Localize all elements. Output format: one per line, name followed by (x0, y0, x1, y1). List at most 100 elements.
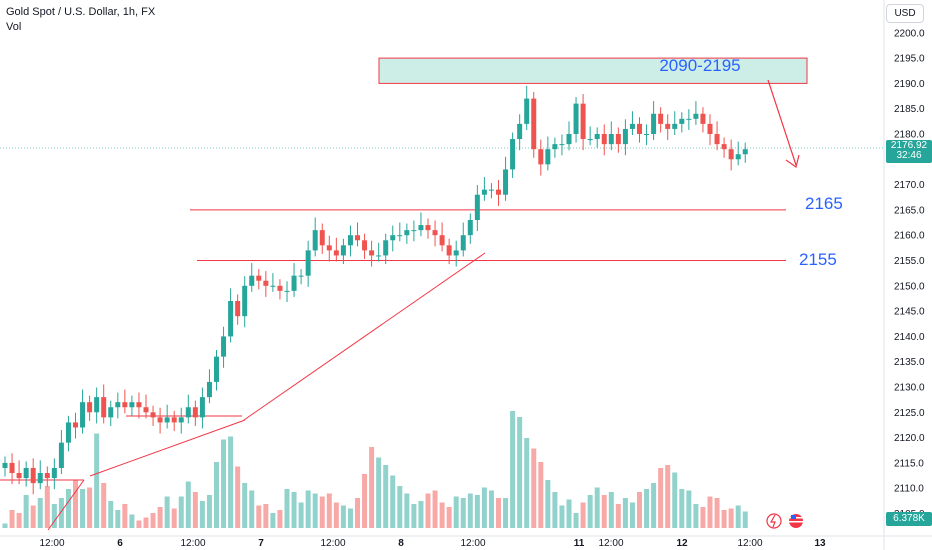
candle-body (136, 402, 142, 408)
volume-bar (573, 513, 579, 528)
volume-bar (651, 483, 657, 528)
candle-body (369, 250, 375, 256)
volume-bar (679, 489, 685, 528)
candle-body (679, 118, 685, 124)
volume-bar (517, 417, 523, 528)
zone-label: 2090-2195 (659, 56, 740, 75)
candle-body (340, 245, 346, 256)
candle-body (51, 467, 57, 479)
trend-line-rising[interactable] (243, 252, 486, 421)
lightning-event-icon[interactable] (766, 513, 782, 529)
volume-bar (510, 411, 516, 528)
volume-bar (496, 498, 501, 528)
price-tick-label: 2165.0 (894, 205, 925, 216)
volume-bar (735, 505, 741, 528)
volume-bar (418, 501, 424, 528)
trend-line-mid[interactable] (89, 419, 246, 477)
candle-body (714, 134, 720, 145)
volume-bar (185, 481, 191, 528)
price-tick-label: 2155.0 (894, 256, 925, 267)
candle-body (333, 250, 339, 256)
level-2165-label: 2165 (805, 194, 843, 213)
volume-bar (369, 447, 375, 528)
candle-body (397, 235, 403, 237)
price-tick-label: 2195.0 (894, 54, 925, 65)
candle-body (270, 285, 276, 287)
price-tick-label: 2135.0 (894, 357, 925, 368)
candle-body (552, 144, 558, 150)
candlesticks (2, 85, 748, 495)
volume-bar (143, 517, 149, 528)
volume-bar (580, 502, 586, 528)
candle-body (559, 144, 565, 146)
candle-body (707, 123, 713, 134)
volume-bar (693, 504, 699, 528)
candle-body (446, 245, 452, 256)
volume-bar (566, 499, 572, 528)
volume-bar (192, 492, 198, 528)
trend-line-low-leg[interactable] (47, 479, 85, 531)
candle-body (214, 356, 219, 382)
volume-bar (9, 510, 15, 528)
volume-bar (467, 493, 473, 528)
volume-bar (446, 507, 452, 528)
volume-bar (538, 462, 544, 528)
price-tick-label: 2190.0 (894, 79, 925, 90)
annotation-labels: 2090-2195 2165 2155 (659, 56, 842, 269)
candle-body (87, 402, 93, 413)
event-icons[interactable] (766, 513, 803, 529)
currency-button[interactable]: USD (886, 4, 924, 23)
volume-bar (587, 495, 593, 528)
volume-bar (65, 489, 71, 528)
candle-body (80, 402, 86, 428)
candle-body (644, 134, 650, 135)
symbol-title[interactable]: Gold Spot / U.S. Dollar, 1h, FX (6, 6, 156, 18)
volume-bar (453, 496, 459, 528)
candle-body (192, 407, 198, 418)
candle-body (566, 134, 572, 145)
volume-bar (665, 465, 671, 528)
candle-body (728, 149, 734, 160)
candle-body (58, 442, 64, 468)
volume-bar (2, 523, 8, 528)
volume-bar (164, 496, 170, 528)
candle-body (693, 113, 699, 119)
volume-bar (206, 495, 212, 528)
volume-bar (122, 504, 128, 528)
candle-body (538, 149, 544, 165)
candle-body (362, 240, 368, 251)
price-axis-ticks: 2105.02110.02115.02120.02125.02130.02135… (894, 28, 925, 520)
volume-bar (108, 501, 114, 528)
volume-bar (700, 507, 706, 528)
resistance-zone-box[interactable] (378, 57, 808, 84)
volume-value-tag: 6.378K (886, 512, 932, 526)
volume-bar (235, 466, 241, 528)
candle-body (73, 422, 78, 428)
volume-bar (94, 433, 100, 528)
volume-bar (51, 504, 57, 528)
time-axis-ticks: 12:00 6 12:00 7 12:00 8 12:00 11 12:00 12 12:00 13 (39, 538, 826, 549)
candle-body (115, 402, 121, 408)
candle-body (242, 285, 248, 317)
volume-bar (37, 498, 43, 528)
volume-bar (432, 490, 438, 528)
volume-bar (672, 472, 678, 528)
candle-body (30, 467, 36, 484)
volume-bar (340, 505, 346, 528)
candle-body (418, 225, 424, 231)
volume-bar (658, 468, 664, 528)
volume-bar (488, 490, 494, 528)
candle-body (658, 113, 664, 124)
candle-body (496, 189, 501, 195)
volume-bar (439, 502, 445, 528)
volume-bar (150, 513, 156, 528)
volume-bar (136, 520, 142, 528)
candle-body (439, 235, 445, 246)
volume-indicator-label[interactable]: Vol (6, 21, 22, 33)
candle-body (651, 113, 657, 134)
volume-bar (256, 505, 262, 528)
volume-bar (383, 465, 389, 528)
candle-body (545, 149, 551, 165)
candle-body (460, 235, 466, 251)
